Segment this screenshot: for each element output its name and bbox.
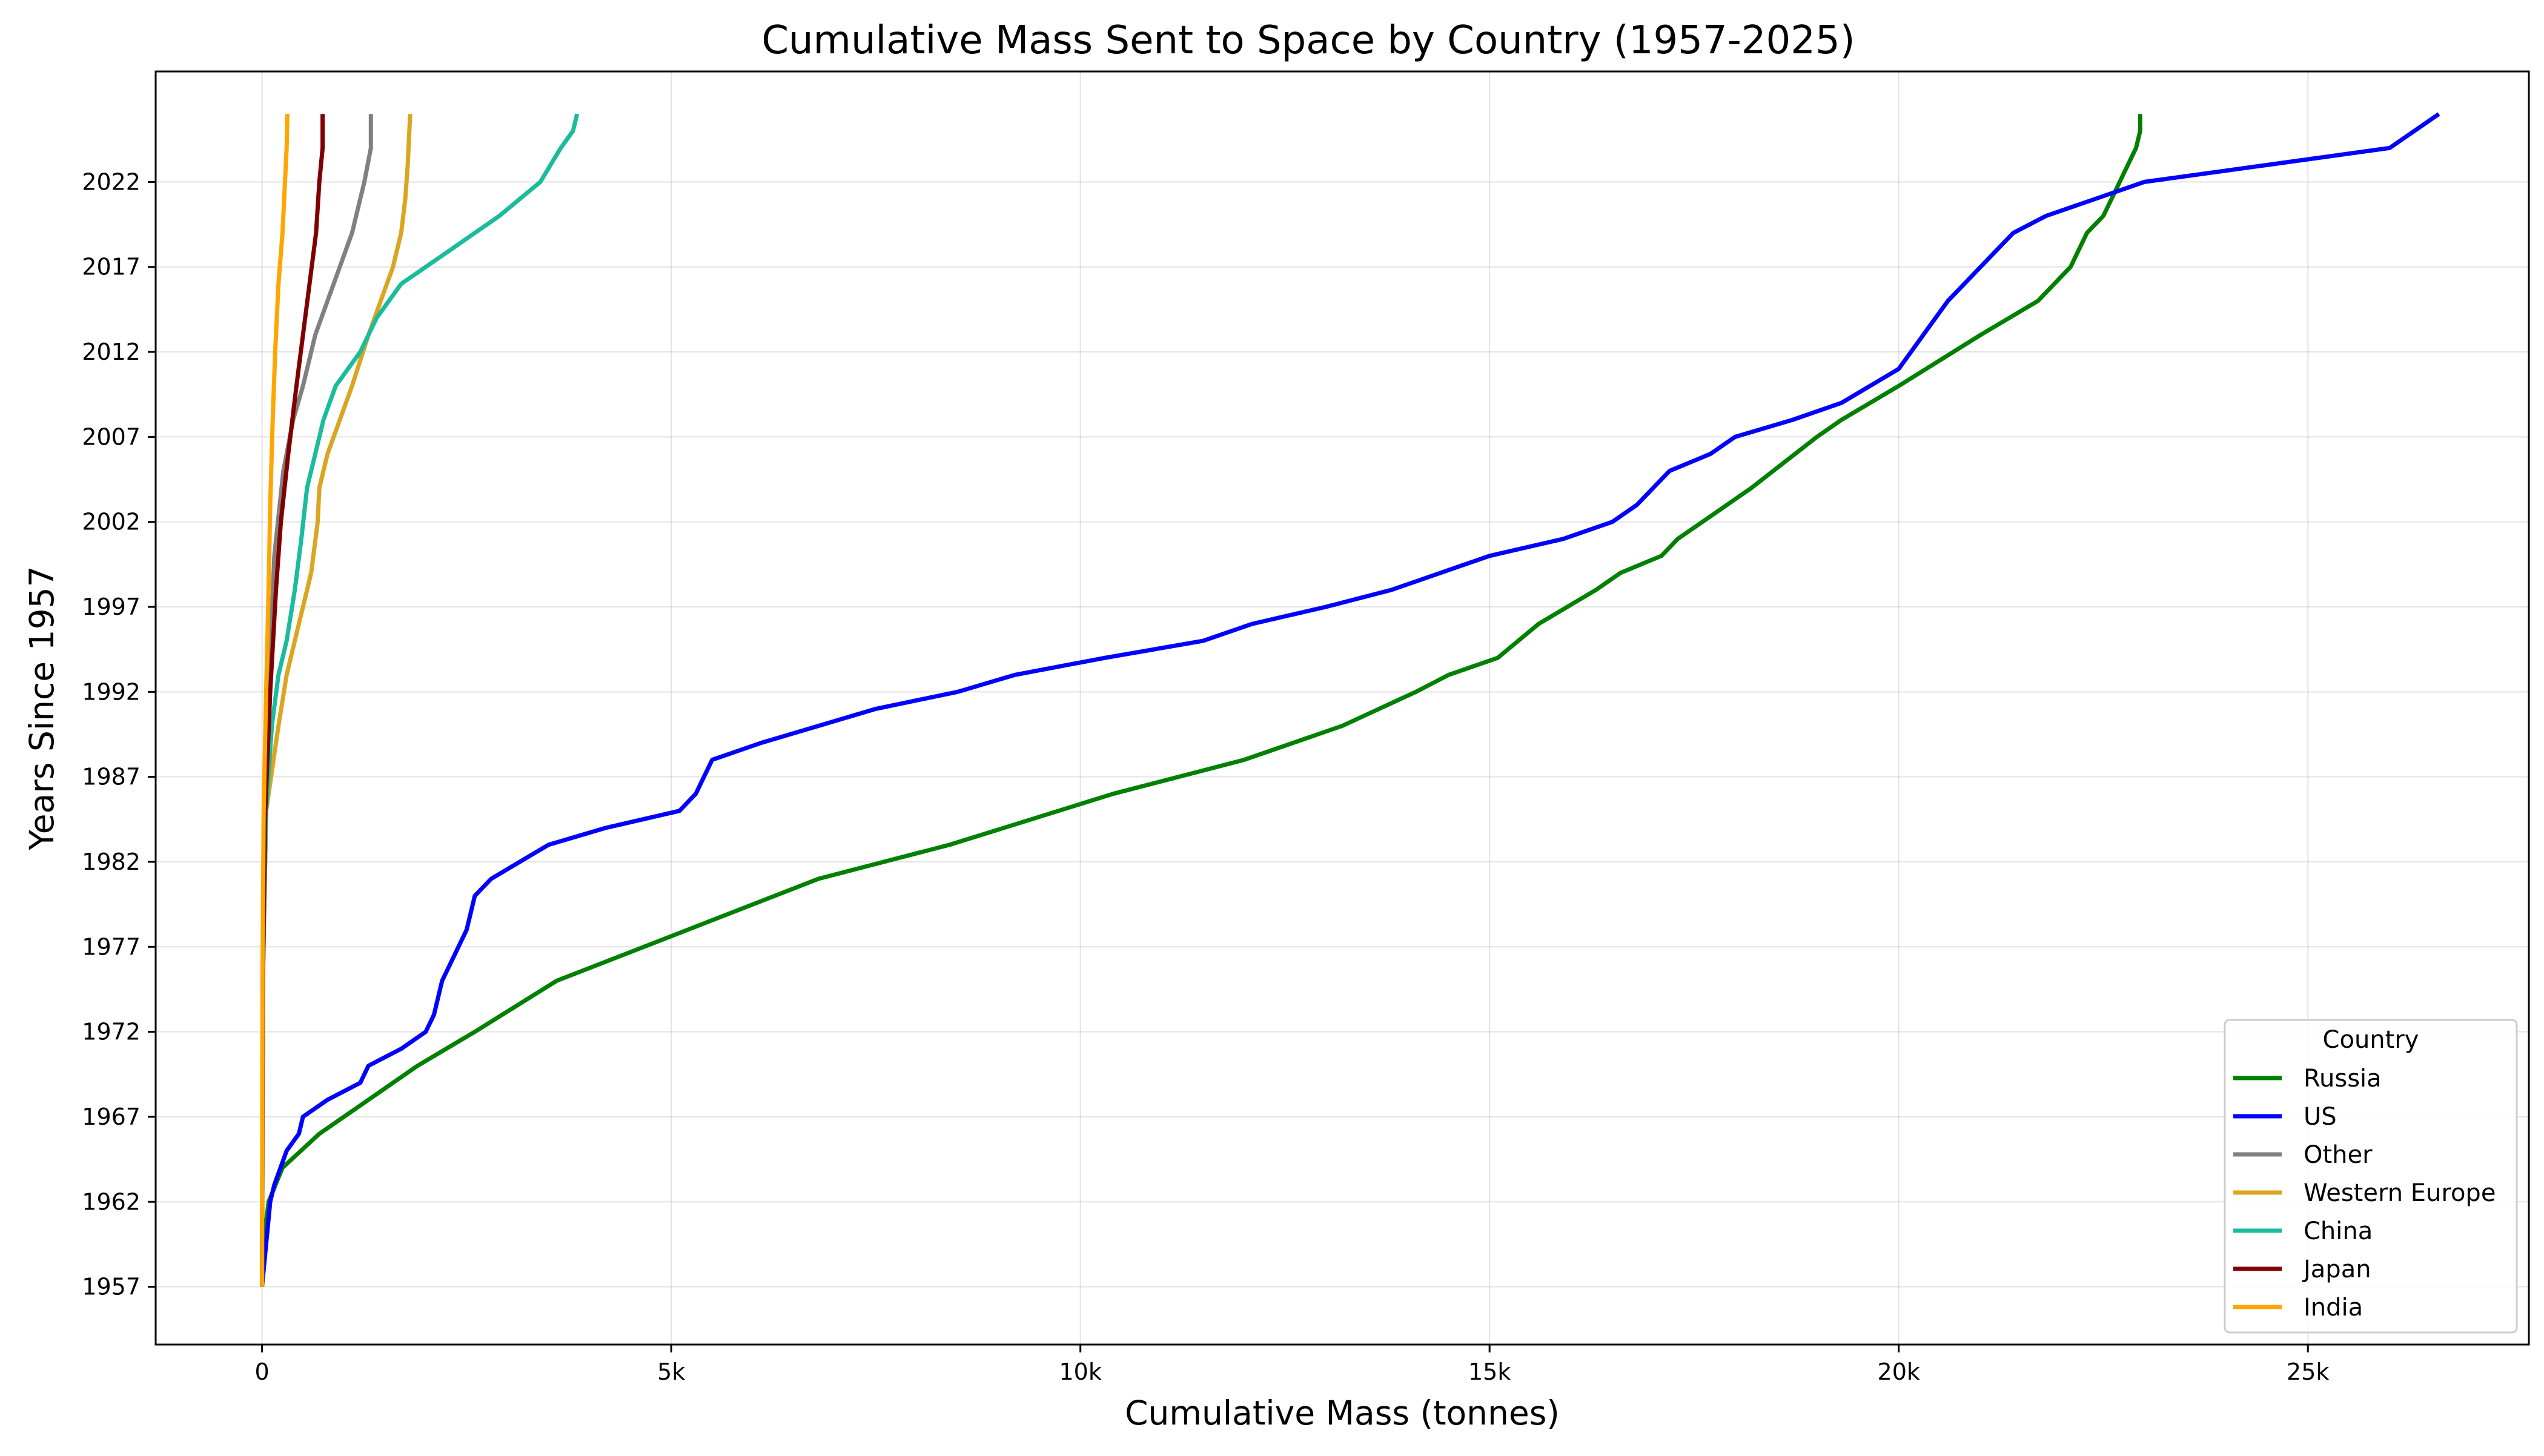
y-tick-label: 1992	[82, 678, 141, 705]
legend-label-china: China	[2304, 1217, 2373, 1245]
y-tick-label: 1972	[82, 1019, 141, 1045]
legend-label-western-europe: Western Europe	[2304, 1179, 2496, 1207]
legend-title: Country	[2323, 1026, 2419, 1054]
y-tick-label: 2022	[82, 168, 141, 195]
y-tick-label: 1962	[82, 1188, 141, 1215]
y-tick-label: 1997	[82, 594, 141, 620]
y-tick-label: 1977	[82, 933, 141, 960]
plot-frame	[154, 70, 2530, 1346]
y-tick-label: 2012	[82, 339, 141, 365]
legend-label-japan: Japan	[2302, 1256, 2371, 1283]
x-tick-label: 25k	[2287, 1358, 2329, 1385]
y-tick-label: 2017	[82, 254, 141, 280]
series-line-russia	[260, 114, 2142, 1287]
legend: Country Russia US Other Western Europe China…	[2224, 1019, 2518, 1334]
series-line-india	[260, 114, 290, 1287]
grid-lines	[156, 71, 2529, 1345]
series-lines	[260, 112, 2440, 1287]
x-axis-ticks: 0 5k 10k 15k 20k 25k	[255, 1345, 2329, 1385]
y-tick-label: 2002	[82, 509, 141, 535]
chart-title: Cumulative Mass Sent to Space by Country…	[761, 18, 1855, 63]
y-axis-title: Years Since 1957	[22, 566, 61, 850]
y-tick-label: 1967	[82, 1104, 141, 1130]
series-line-western-europe	[260, 114, 412, 1287]
y-tick-label: 1982	[82, 849, 141, 875]
x-tick-label: 10k	[1059, 1358, 1101, 1385]
x-tick-label: 15k	[1468, 1358, 1511, 1385]
y-tick-label: 1987	[82, 764, 141, 790]
legend-box	[2224, 1019, 2518, 1334]
legend-label-india: India	[2304, 1294, 2363, 1322]
legend-label-us: US	[2304, 1103, 2337, 1131]
x-tick-label: 20k	[1878, 1358, 1920, 1385]
legend-label-russia: Russia	[2304, 1065, 2382, 1093]
x-tick-label: 5k	[657, 1358, 685, 1385]
legend-items: Russia US Other Western Europe China Japan Ind…	[2233, 1065, 2496, 1322]
x-axis-title: Cumulative Mass (tonnes)	[1125, 1394, 1560, 1432]
legend-label-other: Other	[2304, 1141, 2373, 1169]
series-line-us	[260, 112, 2440, 1287]
series-line-china	[260, 113, 580, 1287]
y-axis-ticks: 1957 1962 1967 1972 1977 1982 1987 1992 1997 2002…	[82, 168, 156, 1300]
y-tick-label: 2007	[82, 423, 141, 450]
x-tick-label: 0	[255, 1358, 270, 1385]
y-tick-label: 1957	[82, 1274, 141, 1300]
